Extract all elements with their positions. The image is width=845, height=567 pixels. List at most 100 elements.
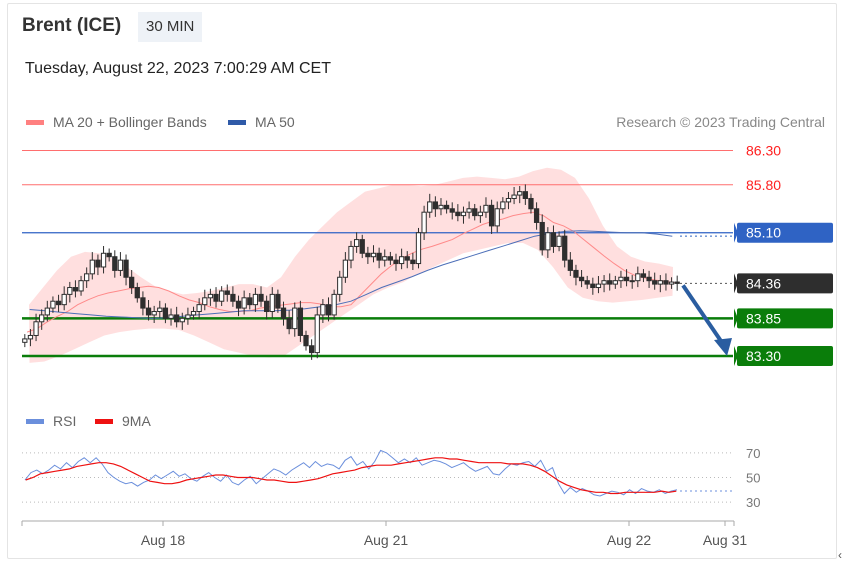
legend-ma20-label: MA 20 + Bollinger Bands xyxy=(53,114,207,130)
candle-body xyxy=(359,239,365,254)
candle-body xyxy=(22,338,28,343)
candle-body xyxy=(78,280,84,292)
candle-body xyxy=(145,307,152,316)
x-axis-label: Aug 22 xyxy=(607,532,652,548)
candle-body xyxy=(72,287,79,292)
candle-body xyxy=(84,273,90,282)
candle-body xyxy=(556,235,562,247)
candle-body xyxy=(292,307,298,330)
candle-body xyxy=(224,290,230,295)
candle-body xyxy=(241,297,247,309)
candle-body xyxy=(196,304,202,313)
candle-body xyxy=(505,197,512,203)
candle-body xyxy=(213,293,219,302)
candle-body xyxy=(511,194,517,199)
candle-body xyxy=(545,232,551,251)
candle-body xyxy=(522,191,528,199)
resistance-label: 85.80 xyxy=(746,177,781,193)
candle-body xyxy=(550,232,557,247)
rsi-ma-line xyxy=(25,457,677,495)
candle-body xyxy=(275,293,281,309)
candle-body xyxy=(140,297,146,309)
candle-body xyxy=(134,287,140,299)
candle-body xyxy=(303,334,309,347)
price-tag-label: 85.10 xyxy=(746,225,781,241)
candle-body xyxy=(325,304,332,316)
candle-body xyxy=(488,204,495,227)
candle-body xyxy=(33,321,39,336)
timestamp: Tuesday, August 22, 2023 7:00:29 AM CET xyxy=(25,60,331,77)
candle-body xyxy=(455,211,461,217)
candle-body xyxy=(668,281,675,285)
candle-body xyxy=(185,314,191,319)
x-axis-label: Aug 21 xyxy=(364,532,409,548)
candle-body xyxy=(55,300,62,306)
candle-body xyxy=(567,259,573,271)
candle-body xyxy=(331,293,337,316)
candle-body xyxy=(151,311,157,316)
candle-body xyxy=(528,197,534,210)
price-tag-label: 84.36 xyxy=(746,275,781,291)
price-tag xyxy=(737,222,833,243)
price-tag-label: 83.85 xyxy=(746,310,781,326)
research-credit: Research © 2023 Trading Central xyxy=(616,114,825,130)
candle-body xyxy=(595,283,602,289)
candle-body xyxy=(207,293,214,299)
candle-body xyxy=(50,300,56,309)
candle-body xyxy=(443,204,450,210)
candle-body xyxy=(258,293,264,302)
candle-body xyxy=(179,317,185,323)
candle-body xyxy=(674,281,680,284)
legend-rsi-label: RSI xyxy=(53,413,77,429)
candle-body xyxy=(314,314,320,354)
price-tag-label: 83.30 xyxy=(746,348,781,364)
x-axis-label: Aug 18 xyxy=(141,532,186,548)
candle-body xyxy=(353,239,360,247)
candle-body xyxy=(646,276,652,282)
candle-body xyxy=(67,287,73,295)
legend-ma20: MA 20 + Bollinger Bands xyxy=(26,114,207,130)
candle-body xyxy=(415,232,422,265)
candle-body xyxy=(174,314,180,323)
candle-body xyxy=(494,208,500,227)
candle-body xyxy=(376,252,382,261)
candle-body xyxy=(382,256,388,261)
candle-body xyxy=(629,280,635,283)
candle-body xyxy=(162,307,169,319)
ma50-swatch-icon xyxy=(228,119,246,125)
price-tag-pointer xyxy=(734,346,738,367)
ma20-swatch-icon xyxy=(26,119,44,125)
candle-body xyxy=(460,211,467,217)
candle-body xyxy=(421,211,427,234)
candle-body xyxy=(190,311,197,316)
candle-body xyxy=(652,280,658,285)
collapse-chevron-icon[interactable]: ‹ xyxy=(838,548,842,562)
candle-body xyxy=(410,259,416,265)
candle-body xyxy=(590,283,596,289)
candle-body xyxy=(61,293,67,306)
price-tag xyxy=(737,346,833,367)
candle-body xyxy=(365,252,371,258)
candle-body xyxy=(483,204,489,213)
rsi-tick-label: 70 xyxy=(746,446,760,461)
candle-body xyxy=(27,334,34,340)
forecast-arrow-head xyxy=(714,338,732,357)
candle-body xyxy=(640,273,647,278)
candle-body xyxy=(252,293,259,306)
legend-ma50-label: MA 50 xyxy=(255,114,295,130)
candle-body xyxy=(157,307,163,313)
candle-body xyxy=(320,304,326,316)
candle-body xyxy=(623,276,630,282)
candle-body xyxy=(612,280,618,285)
candle-body xyxy=(398,256,405,265)
interval-badge[interactable]: 30 MIN xyxy=(138,12,203,42)
candle-body xyxy=(601,280,607,285)
candle-body xyxy=(264,300,270,313)
candle-body xyxy=(202,297,208,306)
candle-body xyxy=(618,276,624,282)
candle-body xyxy=(286,317,292,330)
candle-body xyxy=(657,280,663,285)
instrument-title: Brent (ICE) xyxy=(22,15,122,36)
candle-body xyxy=(472,208,478,217)
candle-body xyxy=(117,259,124,271)
